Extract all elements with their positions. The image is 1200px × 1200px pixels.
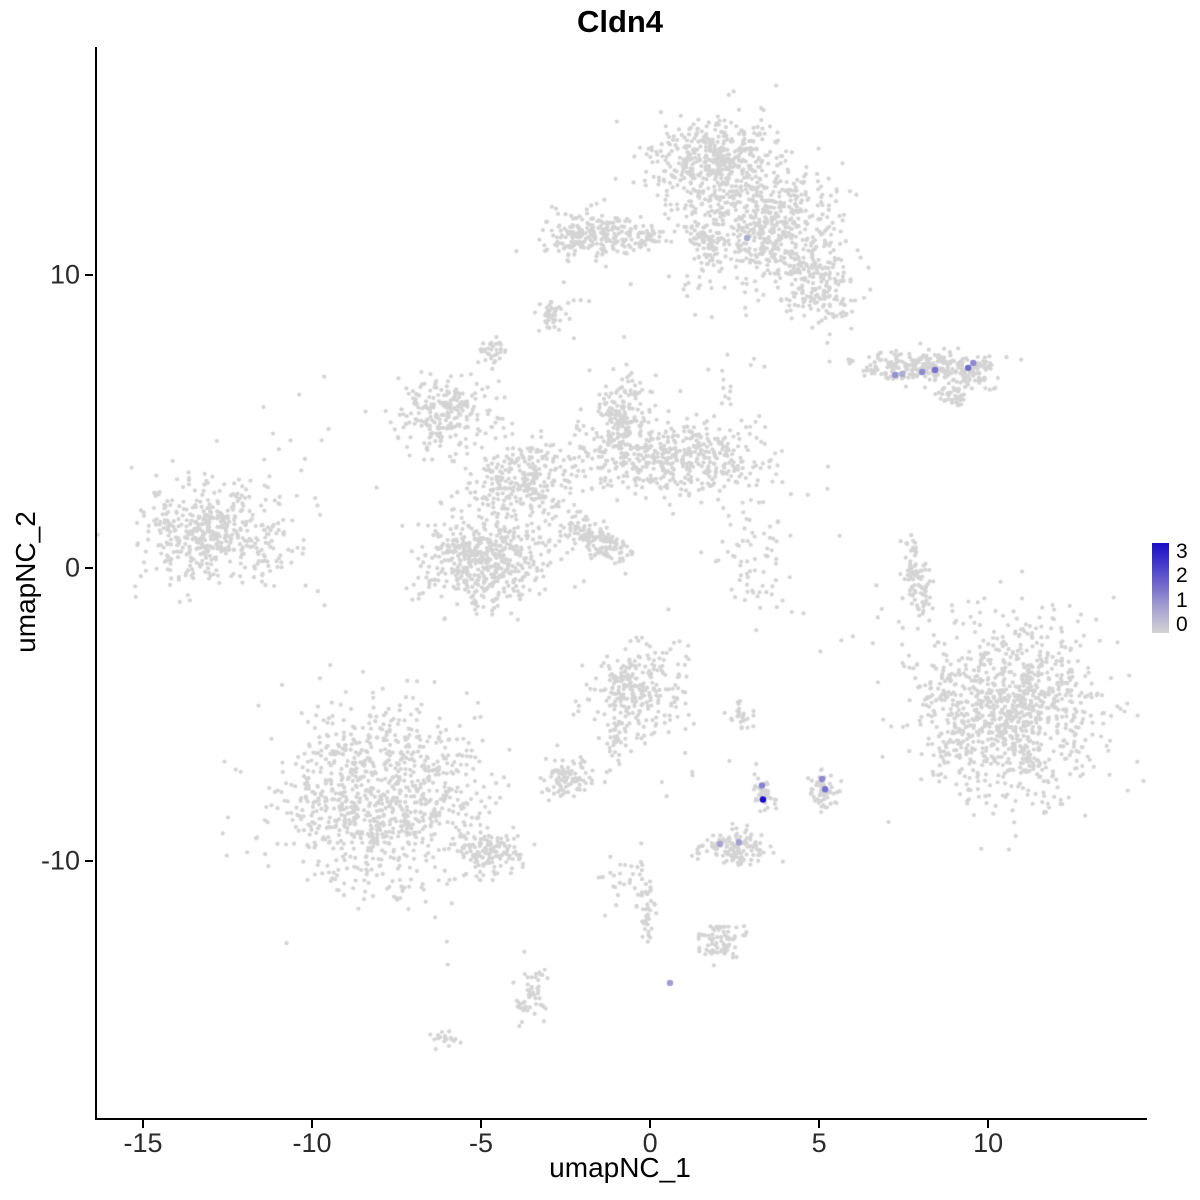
colorbar-tick-label: 0 <box>1176 612 1188 636</box>
colorbar-tick-label: 1 <box>1176 588 1188 612</box>
x-tick-label: 10 <box>973 1128 1004 1158</box>
colorbar-gradient <box>1152 543 1169 633</box>
colorbar-tick-label: 3 <box>1176 540 1188 563</box>
colorbar-tick-label: 2 <box>1176 564 1188 588</box>
x-tick-label: -15 <box>123 1128 163 1158</box>
x-tick-label: -5 <box>469 1128 494 1158</box>
y-tick-label: 10 <box>49 259 80 290</box>
scatter-canvas <box>97 47 1147 1118</box>
y-tick-label: -10 <box>40 845 80 876</box>
plot-panel <box>95 47 1147 1120</box>
x-tick-mark <box>818 1120 821 1128</box>
x-tick-mark <box>649 1120 652 1128</box>
x-tick-mark <box>987 1120 990 1128</box>
x-tick-label: -10 <box>292 1128 332 1158</box>
plot-title: Cldn4 <box>576 4 664 39</box>
y-tick-mark <box>85 566 93 569</box>
x-tick-label: 0 <box>642 1128 658 1158</box>
y-axis-title: umapNC_2 <box>10 511 41 653</box>
x-axis-title: umapNC_1 <box>549 1152 691 1183</box>
y-tick-label: 0 <box>64 552 80 583</box>
y-tick-mark <box>85 860 93 863</box>
x-tick-mark <box>311 1120 314 1128</box>
x-tick-mark <box>480 1120 483 1128</box>
x-tick-mark <box>142 1120 144 1128</box>
y-tick-mark <box>85 273 93 276</box>
x-tick-label: 5 <box>811 1128 827 1158</box>
